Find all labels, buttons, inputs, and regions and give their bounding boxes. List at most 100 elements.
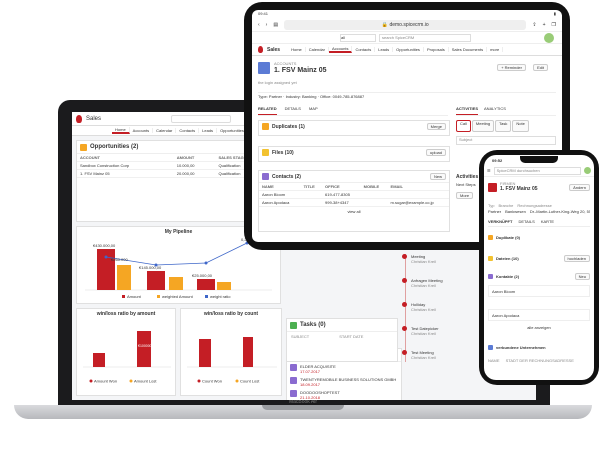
share-icon[interactable]: ⇪ (532, 21, 537, 28)
record-name: 1. FSV Mainz 05 (274, 67, 327, 74)
reminder-name: TWENTYREMOBILE BUSINESS SOLUTIONS GMBH (300, 377, 397, 382)
nav-proposals[interactable]: Proposals (424, 47, 449, 52)
table-row[interactable]: Aaron Bloom 619-477-8305 (259, 190, 449, 199)
cell-account[interactable]: 1. FSV Mainz 05 (77, 169, 174, 178)
column-header: ACCOUNT (77, 154, 174, 162)
new-contact-button[interactable]: Neu (574, 273, 590, 280)
files-title[interactable]: Files (10) (272, 149, 294, 156)
nav-leads[interactable]: Leads (375, 47, 394, 52)
contacts-title[interactable]: Contacts (2) (272, 173, 301, 180)
cell-name[interactable]: Aaron Apodaca (259, 198, 301, 207)
timeline-item[interactable]: Holliday Christian Kreil (402, 302, 436, 312)
list-item[interactable]: Aaron Bloom (488, 285, 590, 297)
avatar[interactable] (544, 32, 554, 43)
url-bar[interactable]: 🔒 demo.spicecrm.io (284, 19, 527, 30)
view-all-link[interactable]: view all (347, 209, 361, 214)
url-text: demo.spicecrm.io (389, 21, 429, 28)
tab-map[interactable]: KARTE (540, 219, 555, 224)
tab-details[interactable]: DETAILS (518, 219, 535, 224)
timeline-item[interactable]: Meeting Christian Kreil (402, 254, 436, 264)
battery-icon: ▮ (553, 11, 556, 16)
reminder-date: 21.10.2018 (300, 395, 321, 400)
add-reminder-button[interactable]: + Reminder (497, 64, 526, 71)
activity-type-tabs: Call Meeting Task Note (456, 120, 556, 132)
pipeline-bar-amount (97, 249, 115, 290)
back-icon[interactable]: ‹ (258, 21, 260, 28)
nav-calendar[interactable]: Calendar (153, 128, 177, 133)
menu-icon[interactable]: ☰ (487, 168, 491, 173)
legend-dot-lost (129, 379, 133, 383)
list-item[interactable]: Aaron Apodaca (488, 309, 590, 321)
contact-name: Aaron Bloom (492, 289, 516, 294)
more-button[interactable]: More (456, 192, 474, 199)
edit-button[interactable]: Edit (533, 64, 548, 71)
timeline-item[interactable]: Test Datepicker Christian Kreil (402, 326, 439, 336)
contacts-title[interactable]: Kontakte (2) (496, 274, 520, 279)
timeline-item[interactable]: Anfragen Meeting Christian Kreil (402, 278, 443, 288)
duplicates-title[interactable]: Duplicates (1) (272, 123, 305, 130)
nav-more[interactable]: more (487, 47, 504, 52)
legend-amount-won: Amount Won (94, 379, 117, 384)
tab-linked[interactable]: VERKNÜPFT (488, 219, 513, 224)
tab-meeting[interactable]: Meeting (471, 120, 495, 132)
merge-button[interactable]: Merge (426, 123, 446, 130)
cell-name[interactable]: Aaron Bloom (259, 190, 301, 199)
assigned-user: the login assigned yet (258, 80, 297, 85)
tab-note[interactable]: Note (512, 120, 529, 132)
tablet-screen: 09:41 ▮ ‹ › ▤ 🔒 demo.spicecrm.io ⇪ + ❐ a… (252, 10, 562, 242)
search-input[interactable]: search SpiceCRM (379, 33, 471, 42)
subject-input[interactable]: Subject (456, 136, 556, 145)
add-tab-icon[interactable]: + (542, 21, 546, 28)
phone-linked-companies[interactable]: verbundene Unternehmen (488, 345, 546, 350)
nav-leads[interactable]: Leads (199, 128, 218, 133)
table-row[interactable]: Aaron Apodaca 999-38+4347 m.sugar@exampl… (259, 198, 449, 207)
tabs-icon[interactable]: ❐ (551, 21, 556, 28)
meeting-icon (402, 350, 407, 355)
view-all-link[interactable]: alle anzeigen (527, 325, 551, 330)
timeline-item[interactable]: Test Meeting Christian Kreil (402, 350, 436, 360)
duplicate-icon (488, 235, 493, 240)
tab-analytics[interactable]: ANALYTICS (484, 106, 506, 111)
scope-select[interactable]: all (340, 33, 376, 42)
list-item[interactable]: ELDER ACQUISITE 17.07.2017 (290, 364, 398, 374)
tab-map[interactable]: MAP (308, 106, 318, 111)
nav-home[interactable]: Home (112, 127, 130, 134)
nav-opportunities[interactable]: Opportunities (393, 47, 424, 52)
nav-sales-documents[interactable]: Sales Documents (449, 47, 488, 52)
tab-task[interactable]: Task (495, 120, 512, 132)
new-contact-button[interactable]: New (429, 173, 446, 180)
nav-contacts[interactable]: Contacts (352, 47, 376, 52)
tab-call[interactable]: Call (456, 120, 471, 132)
record-meta: Type: Partner · Industry: Banking · Offi… (258, 92, 556, 100)
record-header: ACCOUNTS 1. FSV Mainz 05 the login assig… (258, 60, 556, 88)
nav-home[interactable]: Home (288, 47, 306, 52)
list-item[interactable]: DOODOOSHOPTEST 21.10.2018 (290, 390, 398, 400)
winloss-count-panel: win/loss ratio by count Count Won Count … (180, 308, 282, 396)
nav-calendar[interactable]: Calendar (306, 47, 329, 52)
timeline-title: Holliday (411, 302, 426, 307)
search-input[interactable]: SpiceCRM durchsuchen (493, 166, 581, 175)
legend-dot-won (197, 379, 201, 383)
nav-accounts[interactable]: Accounts (130, 128, 154, 133)
files-title[interactable]: Dateien (10) (496, 256, 519, 261)
upload-button[interactable]: upload (425, 149, 446, 156)
tasks-header: Tasks (0) (287, 319, 397, 332)
tab-related[interactable]: RELATED (258, 106, 277, 115)
column-header: NAME (259, 183, 301, 191)
cell-account[interactable]: Sandbox Construction Corp (77, 161, 174, 170)
tab-details[interactable]: DETAILS (284, 106, 301, 111)
list-item[interactable]: TWENTYREMOBILE BUSINESS SOLUTIONS GMBH 18… (290, 377, 398, 387)
forward-icon[interactable]: › (265, 21, 268, 28)
cell-email[interactable]: m.sugar@example.co.jp (387, 198, 449, 207)
status-time: 09:41 (258, 11, 269, 16)
upload-button[interactable]: hochladen (563, 255, 590, 262)
avatar[interactable] (584, 167, 591, 174)
tab-activities[interactable]: ACTIVITIES (456, 106, 479, 115)
bookmarks-icon[interactable]: ▤ (273, 21, 279, 28)
nav-accounts[interactable]: Accounts (328, 46, 353, 53)
nav-contacts[interactable]: Contacts (176, 128, 200, 133)
change-button[interactable]: Ändern (569, 184, 590, 191)
phone-duplicates[interactable]: Duplikate (0) (488, 235, 520, 240)
pipeline-bar-weighted (169, 277, 183, 290)
search-input[interactable] (171, 114, 232, 123)
